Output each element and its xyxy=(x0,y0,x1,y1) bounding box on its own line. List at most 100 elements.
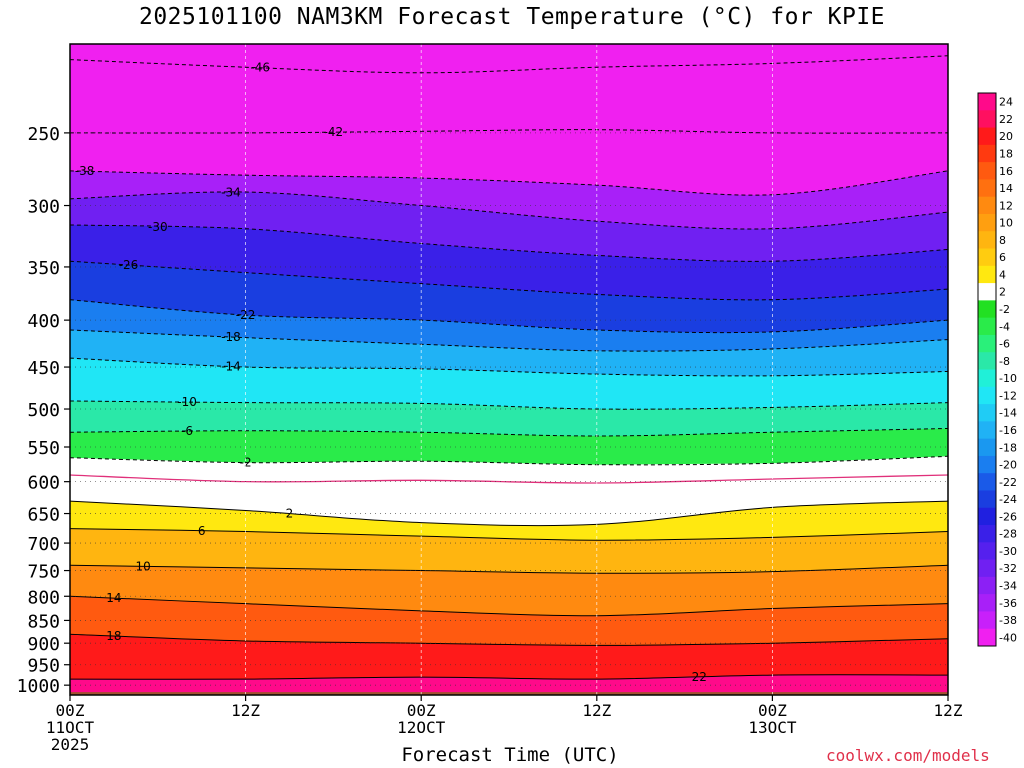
colorbar-label-12: -2 xyxy=(999,303,1010,316)
colorbar-swatch-31 xyxy=(978,628,996,647)
x-tick-label-0-0: 00Z xyxy=(56,701,85,720)
colorbar-swatch-8 xyxy=(978,231,996,250)
colorbar-label-1: 22 xyxy=(999,113,1013,126)
colorbar-label-25: -28 xyxy=(999,528,1017,541)
colorbar-label-24: -26 xyxy=(999,510,1017,523)
colorbar-label-20: -18 xyxy=(999,441,1017,454)
colorbar-swatch-0 xyxy=(978,93,996,111)
x-axis-label: Forecast Time (UTC) xyxy=(401,744,619,766)
colorbar-swatch-20 xyxy=(978,438,996,457)
contour-label-0: 22 xyxy=(692,670,707,684)
y-tick-label-8: 650 xyxy=(27,505,60,526)
band-cold-top xyxy=(70,44,948,73)
contour-label-3: 10 xyxy=(136,559,151,573)
contour-label-12: -26 xyxy=(119,258,139,272)
freezing-level-line xyxy=(69,474,949,484)
ground xyxy=(70,692,948,695)
y-tick-label-7: 600 xyxy=(27,473,60,494)
contour-4 xyxy=(69,528,949,541)
contour-16 xyxy=(69,129,949,134)
y-tick-label-4: 450 xyxy=(27,358,60,379)
chart-title: 2025101100 NAM3KM Forecast Temperature (… xyxy=(138,4,886,30)
colorbar-swatch-14 xyxy=(978,334,996,353)
contour-3 xyxy=(69,564,949,574)
credit-link[interactable]: coolwx.com/models xyxy=(826,746,990,765)
y-tick-label-0: 250 xyxy=(27,124,60,145)
colorbar-swatch-13 xyxy=(978,317,996,336)
colorbar-swatch-3 xyxy=(978,144,996,163)
contour-label-9: -14 xyxy=(221,359,241,373)
colorbar-label-15: -8 xyxy=(999,355,1010,368)
colorbar-swatch-16 xyxy=(978,369,996,388)
colorbar-swatch-2 xyxy=(978,127,996,146)
colorbar-swatch-4 xyxy=(978,162,996,180)
colorbar-label-23: -24 xyxy=(999,493,1017,506)
colorbar-label-19: -16 xyxy=(999,424,1017,437)
colorbar-label-21: -20 xyxy=(999,459,1017,472)
colorbar-label-31: -40 xyxy=(999,631,1017,644)
colorbar-label-16: -10 xyxy=(999,372,1017,385)
y-tick-label-13: 900 xyxy=(27,634,60,655)
x-tick-label-3-0: 12Z xyxy=(582,701,611,720)
y-tick-label-14: 950 xyxy=(27,656,60,677)
colorbar-label-29: -36 xyxy=(999,597,1017,610)
y-tick-label-9: 700 xyxy=(27,534,60,555)
contour-label-4: 6 xyxy=(198,524,206,538)
colorbar-swatch-12 xyxy=(978,300,996,319)
colorbar-swatch-17 xyxy=(978,386,996,405)
colorbar-label-30: -38 xyxy=(999,614,1017,627)
plot-frame xyxy=(69,43,949,696)
colorbar-label-0: 24 xyxy=(999,96,1013,109)
colorbar-label-22: -22 xyxy=(999,476,1017,489)
contour-label-17: -46 xyxy=(250,61,270,75)
y-tick-label-12: 850 xyxy=(27,611,60,632)
contour-label-16: -42 xyxy=(324,125,344,139)
contour-1 xyxy=(69,633,949,646)
colorbar-label-26: -30 xyxy=(999,545,1017,558)
contour-7 xyxy=(69,427,949,437)
colorbar-label-11: 2 xyxy=(999,286,1006,299)
colorbar-swatch-24 xyxy=(978,507,996,526)
colorbar-label-18: -14 xyxy=(999,407,1017,420)
contour-6 xyxy=(69,455,949,466)
y-tick-label-10: 750 xyxy=(27,562,60,583)
contour-label-1: 18 xyxy=(106,629,121,643)
colorbar-swatch-25 xyxy=(978,525,996,543)
colorbar-label-4: 16 xyxy=(999,165,1013,178)
y-tick-label-2: 350 xyxy=(27,258,60,279)
colorbar-label-10: 4 xyxy=(999,268,1006,281)
contour-label-14: -34 xyxy=(221,186,241,200)
x-tick-label-2-1: 12OCT xyxy=(397,718,446,737)
plot-area: 2218141062-2-6-10-14-18-22-26-30-34-38-4… xyxy=(69,44,949,695)
colorbar-label-3: 18 xyxy=(999,147,1013,160)
x-tick-label-0-1: 11OCT xyxy=(46,718,95,737)
colorbar-swatch-1 xyxy=(978,110,996,129)
colorbar-swatch-15 xyxy=(978,352,996,370)
contour-label-6: -2 xyxy=(240,456,252,470)
colorbar-swatch-29 xyxy=(978,594,996,612)
colorbar-swatch-27 xyxy=(978,559,996,578)
contour-8 xyxy=(69,400,949,410)
colorbar-label-5: 14 xyxy=(999,182,1013,195)
y-tick-label-11: 800 xyxy=(27,587,60,608)
contour-17 xyxy=(69,55,949,74)
colorbar-swatch-28 xyxy=(978,576,996,595)
contour-0 xyxy=(69,674,949,680)
contour-5 xyxy=(69,500,949,527)
colorbar-swatch-23 xyxy=(978,490,996,509)
colorbar-label-27: -32 xyxy=(999,562,1017,575)
colorbar-swatch-10 xyxy=(978,265,996,284)
freezing-band xyxy=(70,456,948,526)
colorbar-swatch-18 xyxy=(978,404,996,422)
colorbar-label-13: -4 xyxy=(999,320,1010,333)
colorbar-label-2: 20 xyxy=(999,130,1013,143)
colorbar-frame xyxy=(977,92,997,647)
colorbar-label-7: 10 xyxy=(999,217,1013,230)
colorbar-label-14: -6 xyxy=(999,338,1010,351)
contour-label-7: -6 xyxy=(181,424,193,438)
colorbar-swatch-5 xyxy=(978,179,996,198)
colorbar-label-8: 8 xyxy=(999,234,1006,247)
y-tick-label-6: 550 xyxy=(27,438,60,459)
colorbar-swatch-30 xyxy=(978,611,996,630)
